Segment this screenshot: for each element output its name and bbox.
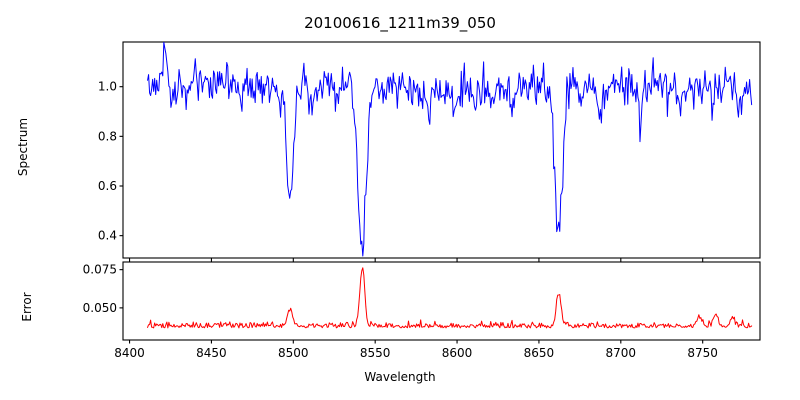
y-tick-label: 0.075 [83,263,117,277]
x-tick-label: 8550 [360,346,391,360]
spectrum-trace [147,42,753,257]
x-tick-label: 8400 [114,346,145,360]
y-tick-label: 0.050 [83,301,117,315]
x-tick-label: 8650 [524,346,555,360]
spectrum-panel: 0.4 0.6 0.8 1.0 [98,41,761,262]
figure-title: 20100616_1211m39_050 [304,14,496,32]
x-tick-label: 8600 [442,346,473,360]
x-tick-label: 8500 [278,346,309,360]
x-tick-label: 8450 [196,346,227,360]
error-panel: 0.050 0.075 8400 8450 8500 8550 8600 8650 8700 87… [83,261,761,360]
y-tick-label: 0.8 [98,129,117,143]
y-tick-label: 1.0 [98,80,117,94]
x-tick-label: 8750 [687,346,718,360]
y-tick-label: 0.4 [98,229,117,243]
error-trace [147,267,753,329]
x-tick-label: 8700 [606,346,637,360]
x-axis-label: Wavelength [364,370,436,384]
y-tick-label: 0.6 [98,179,117,193]
